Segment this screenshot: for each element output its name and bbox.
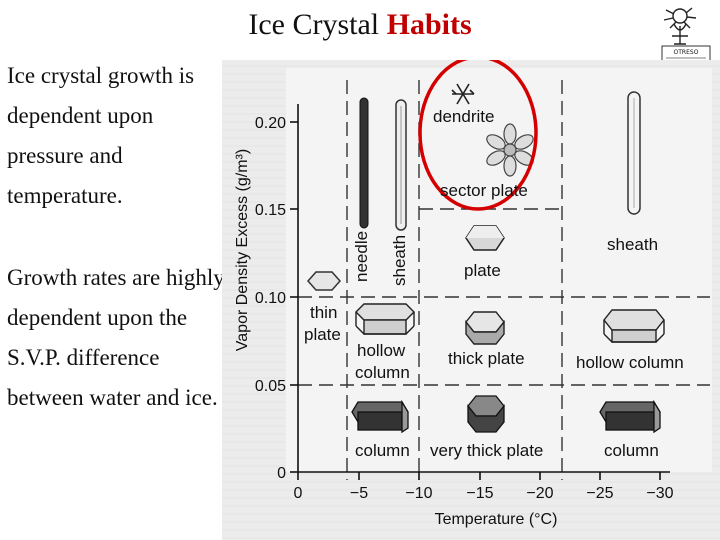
y-tick-label: 0 xyxy=(277,465,286,482)
label-column: column xyxy=(355,363,410,382)
label-hollow: hollow xyxy=(357,341,406,360)
body-paragraph-1: Ice crystal growth is dependent upon pre… xyxy=(7,63,195,208)
crystal-sector-plate-icon xyxy=(486,123,534,177)
crystal-column-right-icon xyxy=(599,399,661,434)
label-thick-plate: thick plate xyxy=(448,349,525,368)
x-tick-label: −20 xyxy=(526,485,553,502)
y-axis-label: Vapor Density Excess (g/m³) xyxy=(234,149,251,351)
x-tick-label: −10 xyxy=(405,485,432,502)
crystal-sheath-icon xyxy=(395,99,407,231)
label-plate: plate xyxy=(464,261,501,280)
crystal-thin-plate-icon xyxy=(306,271,342,291)
label-sheath-right: sheath xyxy=(607,235,658,254)
y-tick-label: 0.15 xyxy=(255,202,286,219)
label-thin: thin xyxy=(310,303,337,322)
temperature-dividers xyxy=(346,80,563,480)
crystal-very-thick-plate-icon xyxy=(467,395,505,433)
axes xyxy=(290,104,670,480)
crystal-sheath-right-icon xyxy=(627,91,641,215)
y-tick-label: 0.20 xyxy=(255,115,286,132)
label-sector-plate: sector plate xyxy=(440,181,528,200)
x-tick-label: −30 xyxy=(646,485,673,502)
y-tick-label: 0.05 xyxy=(255,378,286,395)
label-dendrite: dendrite xyxy=(433,107,494,126)
x-tick-label: −15 xyxy=(466,485,493,502)
x-tick-label: −25 xyxy=(586,485,613,502)
x-tick-label: −5 xyxy=(350,485,368,502)
x-axis-label: Temperature (°C) xyxy=(435,511,558,528)
crystal-plate-icon xyxy=(465,225,505,251)
y-tick-label: 0.10 xyxy=(255,290,286,307)
label-column-left: column xyxy=(355,441,410,460)
x-tick-label: 0 xyxy=(294,485,303,502)
crystal-hollow-column-icon xyxy=(355,303,415,335)
label-hollow-column: hollow column xyxy=(576,353,684,372)
logo-text: OTRESO xyxy=(674,49,699,56)
crystal-needle-icon xyxy=(359,97,369,229)
crystal-dendrite-icon xyxy=(451,83,475,105)
label-plate-small: plate xyxy=(304,325,341,344)
title-highlight: Habits xyxy=(386,8,472,41)
crystal-thick-plate-icon xyxy=(465,311,505,345)
crystal-hollow-column-right-icon xyxy=(603,309,665,343)
title-main: Ice Crystal xyxy=(248,8,387,41)
label-needle: needle xyxy=(352,231,371,282)
crystal-column-left-icon xyxy=(351,399,409,434)
label-sheath: sheath xyxy=(390,235,409,286)
slide-title: Ice Crystal Habits xyxy=(0,8,720,41)
body-paragraph-2: Growth rates are highly dependent upon t… xyxy=(7,265,225,410)
ice-habit-diagram: 0.20 0.15 0.10 0.05 0 0 −5 −10 −15 −20 −… xyxy=(222,60,720,540)
highlight-circle xyxy=(418,60,538,211)
label-very-thick-plate: very thick plate xyxy=(430,441,543,460)
label-column-right: column xyxy=(604,441,659,460)
